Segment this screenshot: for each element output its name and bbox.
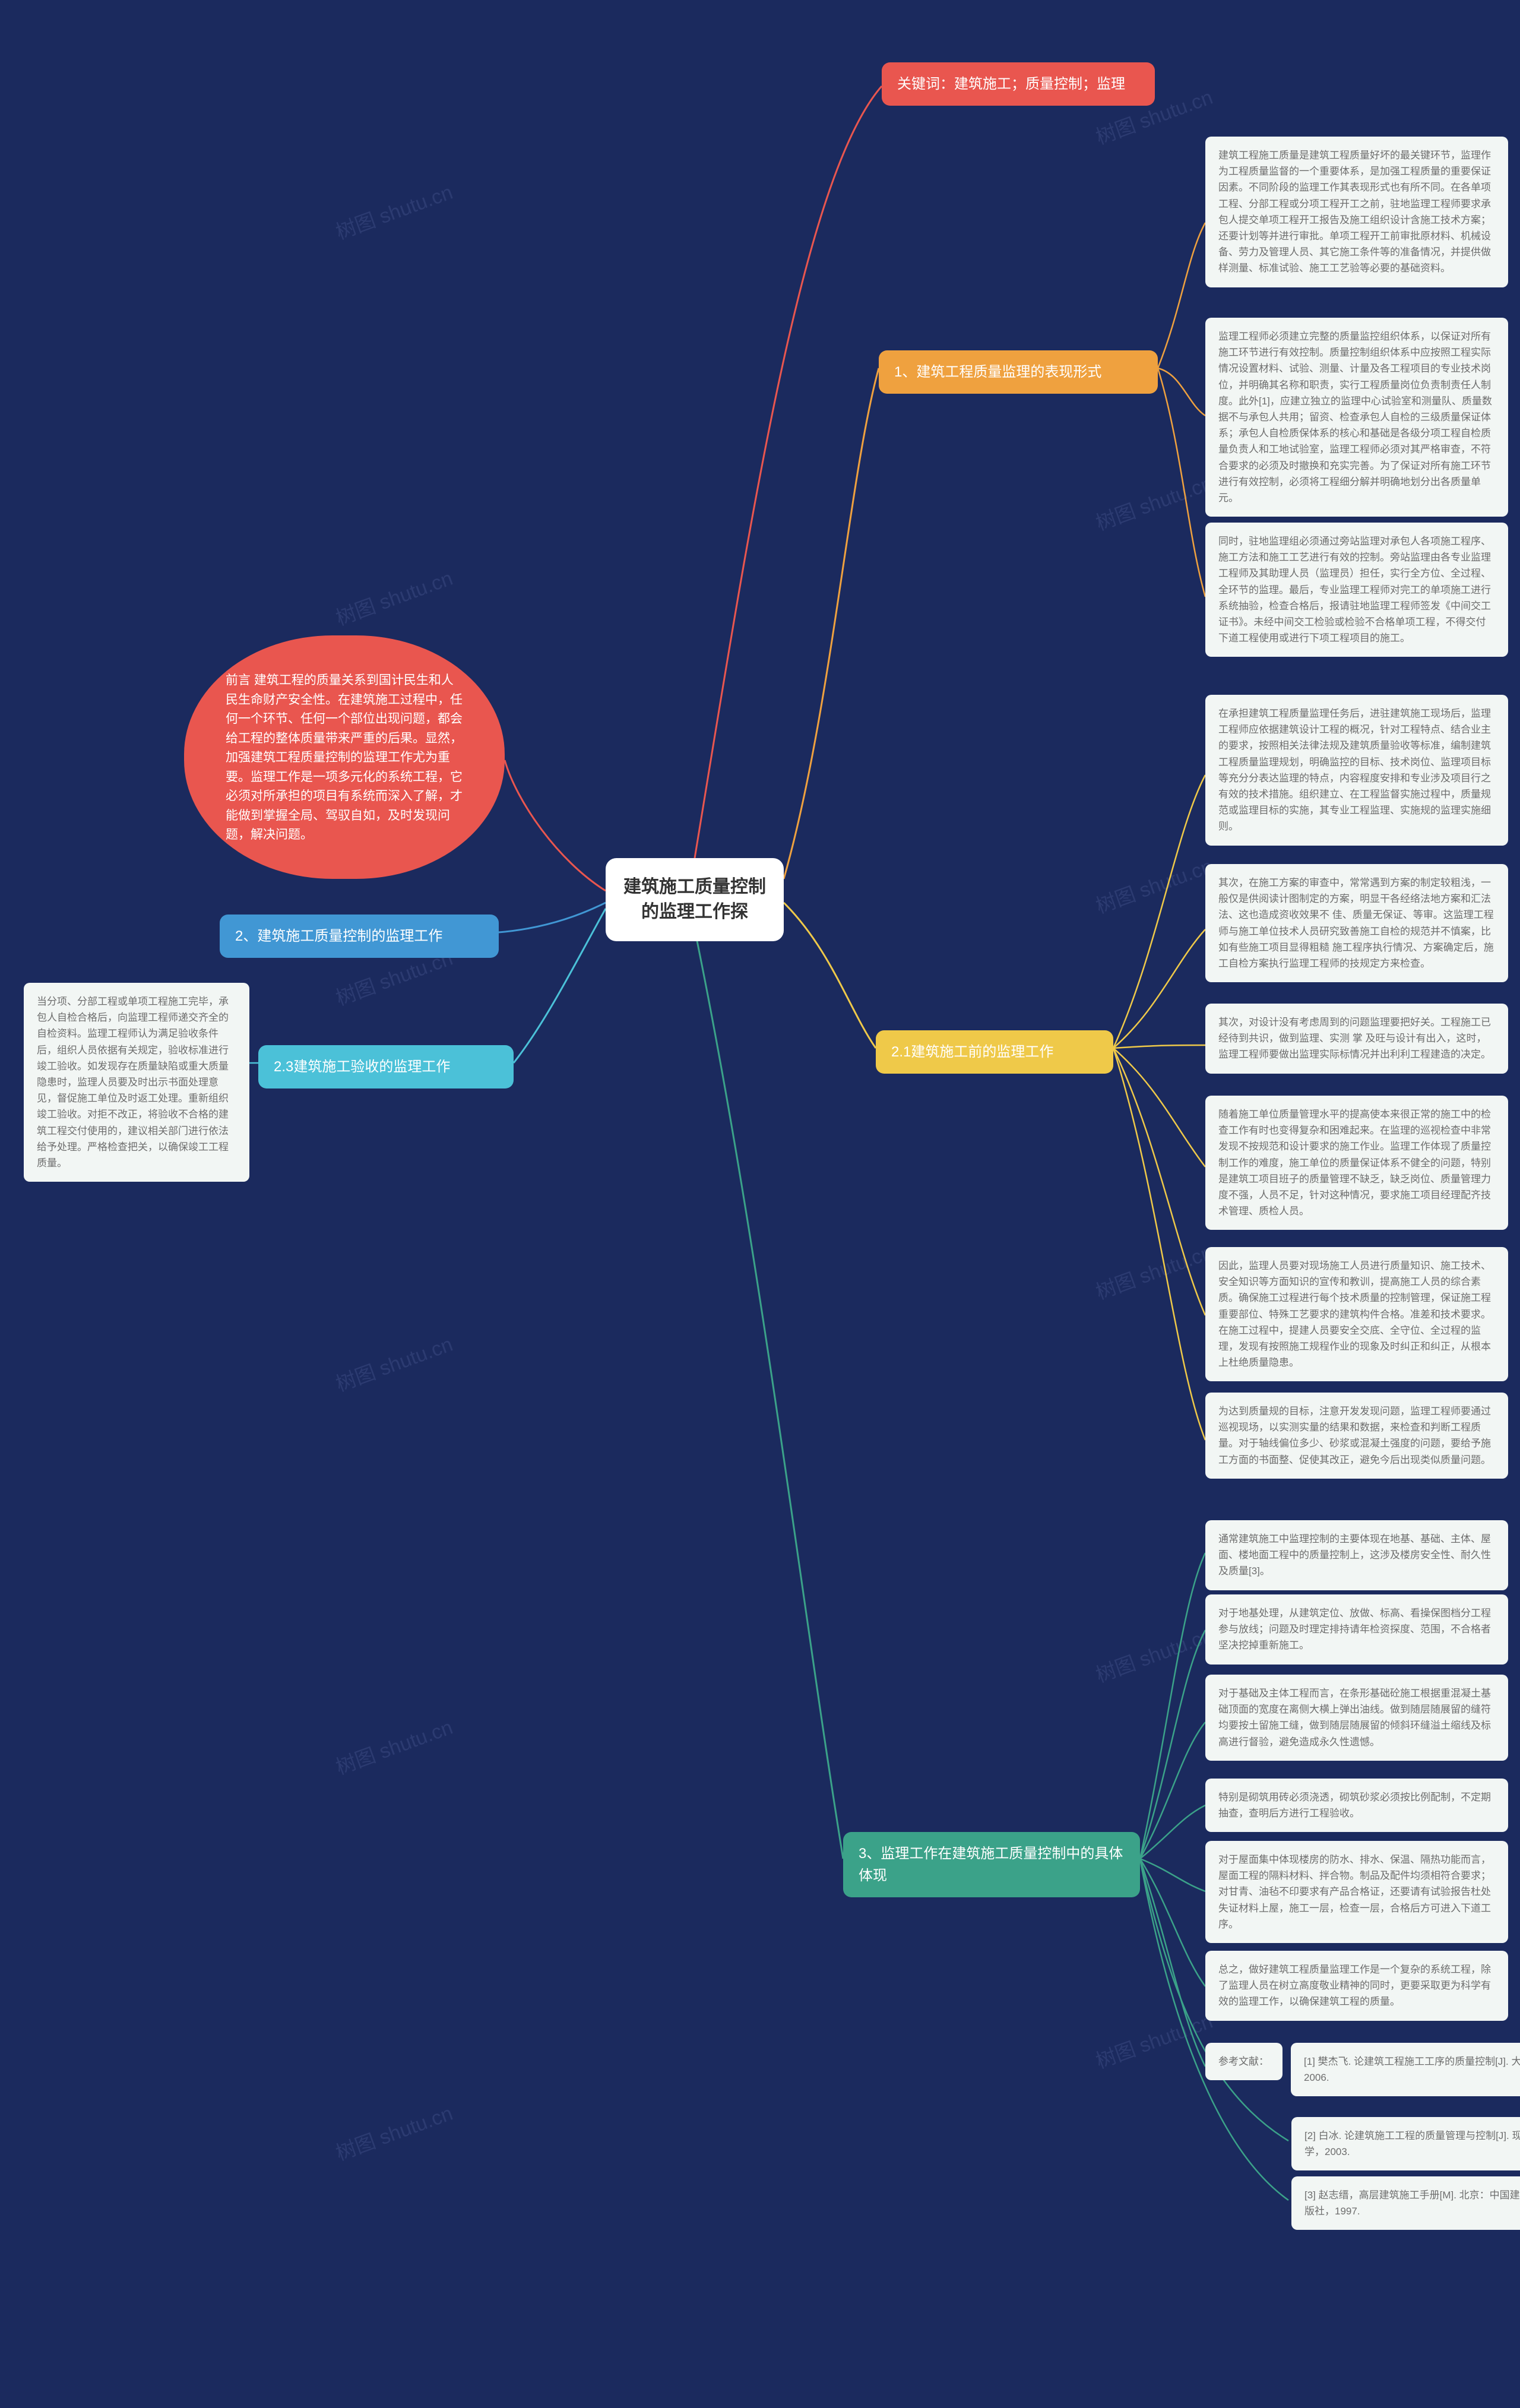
branch2-3-node: 2.3建筑施工验收的监理工作	[258, 1045, 514, 1088]
branch2-1-leaf-4: 因此，监理人员要对现场施工人员进行质量知识、施工技术、安全知识等方面知识的宣传和…	[1205, 1247, 1508, 1381]
watermark: 树图 shutu.cn	[331, 176, 456, 245]
branch1-leaf-2: 同时，驻地监理组必须通过旁站监理对承包人各项施工程序、施工方法和施工工艺进行有效…	[1205, 523, 1508, 657]
branch2-1-leaf-1: 其次，在施工方案的审查中，常常遇到方案的制定较粗浅，一般仅是供阅读计图制定的方案…	[1205, 864, 1508, 982]
watermark: 树图 shutu.cn	[331, 1711, 456, 1780]
branch1-node: 1、建筑工程质量监理的表现形式	[879, 350, 1158, 394]
watermark: 树图 shutu.cn	[331, 2097, 456, 2166]
center-node: 建筑施工质量控制的监理工作探	[606, 858, 784, 941]
branch2-1-leaf-3: 随着施工单位质量管理水平的提高使本来很正常的施工中的检查工作有时也变得复杂和困难…	[1205, 1096, 1508, 1230]
watermark: 树图 shutu.cn	[1091, 1619, 1216, 1688]
branch2-3-leaf: 当分项、分部工程或单项工程施工完毕，承包人自检合格后，向监理工程师递交齐全的自检…	[24, 983, 249, 1182]
branch3-leaf-2: 对于基础及主体工程而言，在条形基础砼施工根据重混凝土基础顶面的宽度在离侧大横上弹…	[1205, 1675, 1508, 1761]
reference-2: [2] 白冰. 论建筑施工工程的质量管理与控制[J]. 现代管理科学，2003.	[1291, 2117, 1520, 2170]
branch1-leaf-0: 建筑工程施工质量是建筑工程质量好坏的最关键环节，监理作为工程质量监督的一个重要体…	[1205, 137, 1508, 287]
branch2-1-leaf-2: 其次，对设计没有考虑周到的问题监理要把好关。工程施工已经待到共识，做到监理、实测…	[1205, 1004, 1508, 1074]
watermark: 树图 shutu.cn	[331, 562, 456, 631]
branch2-1-leaf-5: 为达到质量规的目标，注意开发发现问题，监理工程师要通过巡视现场，以实测实量的结果…	[1205, 1393, 1508, 1479]
reference-3: [3] 赵志缙，高层建筑施工手册[M]. 北京：中国建筑工业出版社，1997.	[1291, 2176, 1520, 2230]
branch2-1-leaf-0: 在承担建筑工程质量监理任务后，进驻建筑施工现场后，监理工程师应依据建筑设计工程的…	[1205, 695, 1508, 846]
reference-1: [1] 樊杰飞. 论建筑工程施工工序的质量控制[J]. 大众科技, 2006.	[1291, 2043, 1520, 2096]
branch2-node: 2、建筑施工质量控制的监理工作	[220, 915, 499, 958]
branch3-node: 3、监理工作在建筑施工质量控制中的具体体现	[843, 1832, 1140, 1897]
branch3-leaf-4: 对于屋面集中体现楼房的防水、排水、保温、隔热功能而言，屋面工程的隔料材料、拌合物…	[1205, 1841, 1508, 1943]
foreword-node: 前言 建筑工程的质量关系到国计民生和人民生命财产安全性。在建筑施工过程中，任何一…	[184, 635, 505, 879]
branch3-leaf-3: 特别是砌筑用砖必须浇透，砌筑砂浆必须按比例配制，不定期抽查，查明后方进行工程验收…	[1205, 1779, 1508, 1832]
branch3-leaf-1: 对于地基处理，从建筑定位、放做、标高、看操保图档分工程参与放线；问题及时理定排持…	[1205, 1594, 1508, 1665]
branch3-leaf-6-wrapper: 参考文献： [1] 樊杰飞. 论建筑工程施工工序的质量控制[J]. 大众科技, …	[1205, 2043, 1520, 2096]
watermark: 树图 shutu.cn	[1091, 1236, 1216, 1305]
watermark: 树图 shutu.cn	[1091, 850, 1216, 919]
watermark: 树图 shutu.cn	[331, 1328, 456, 1397]
branch3-leaf-0: 通常建筑施工中监理控制的主要体现在地基、基础、主体、屋面、楼地面工程中的质量控制…	[1205, 1520, 1508, 1590]
branch3-leaf-5: 总之，做好建筑工程质量监理工作是一个复杂的系统工程，除了监理人员在树立高度敬业精…	[1205, 1951, 1508, 2021]
watermark: 树图 shutu.cn	[1091, 2005, 1216, 2074]
branch2-1-node: 2.1建筑施工前的监理工作	[876, 1030, 1113, 1074]
references-label: 参考文献：	[1205, 2043, 1282, 2080]
branch1-leaf-1: 监理工程师必须建立完整的质量监控组织体系，以保证对所有施工环节进行有效控制。质量…	[1205, 318, 1508, 517]
keywords-node: 关键词：建筑施工；质量控制；监理	[882, 62, 1155, 106]
watermark: 树图 shutu.cn	[1091, 467, 1216, 536]
